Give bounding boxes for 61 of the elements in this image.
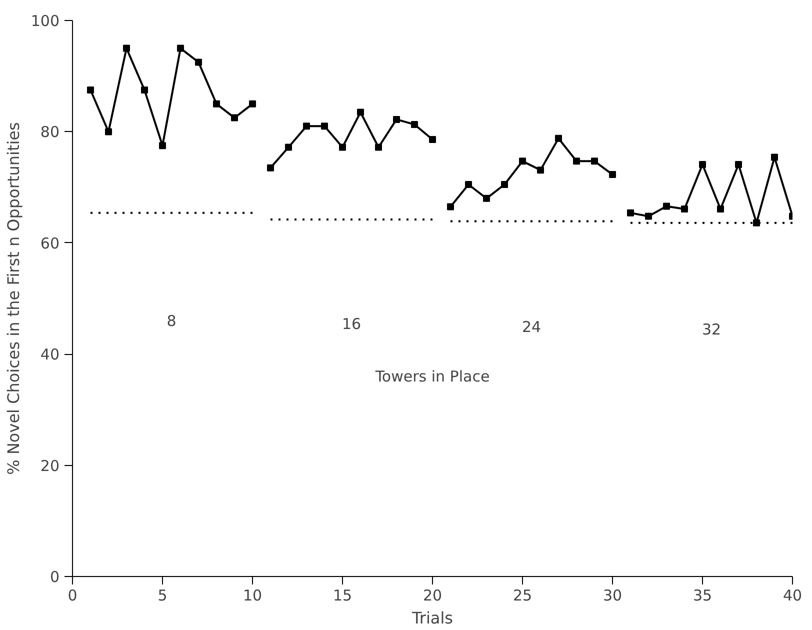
point	[195, 58, 202, 66]
point	[411, 120, 418, 128]
annotation: 24	[522, 318, 542, 336]
y-axis-title: % Novel Choices in the First n Opportunities	[4, 122, 23, 475]
point	[771, 154, 778, 161]
point	[717, 205, 724, 212]
x-tick-label: 30	[602, 586, 622, 604]
point	[339, 144, 346, 151]
point	[537, 166, 544, 174]
y-tick-label: 20	[40, 456, 60, 475]
point	[753, 219, 760, 226]
x-tick-label: 25	[512, 586, 532, 604]
y-tick-label: 80	[40, 123, 60, 142]
x-tick-label: 20	[422, 586, 442, 604]
point	[87, 86, 94, 94]
point	[483, 194, 490, 202]
x-tick-label: 0	[68, 586, 78, 604]
point	[321, 122, 328, 130]
point	[681, 205, 688, 212]
point	[429, 136, 436, 143]
point	[465, 181, 472, 188]
annotation: 8	[166, 312, 176, 330]
point	[393, 116, 400, 123]
y-tick-label: 100	[30, 12, 60, 30]
point	[609, 171, 616, 178]
point	[573, 158, 580, 165]
x-tick-label: 5	[158, 586, 168, 604]
point	[519, 158, 526, 165]
x-tick-label: 15	[332, 586, 352, 604]
point	[645, 212, 652, 220]
point	[627, 209, 634, 216]
point	[159, 142, 166, 150]
point	[213, 100, 220, 108]
point	[231, 114, 238, 122]
annotation: Towers in Place	[374, 367, 490, 386]
point	[735, 161, 742, 168]
point	[105, 128, 112, 136]
point	[267, 164, 274, 172]
point	[447, 203, 454, 210]
point	[501, 181, 508, 188]
x-axis-title: Trials	[410, 608, 454, 628]
y-tick-label: 40	[40, 346, 60, 364]
x-tick-label: 10	[242, 586, 262, 604]
point	[699, 161, 706, 168]
point	[141, 86, 148, 94]
point	[303, 122, 310, 130]
point	[591, 158, 598, 165]
point	[375, 144, 382, 151]
point	[177, 44, 184, 52]
point	[249, 100, 256, 108]
annotation: 16	[342, 315, 362, 334]
annotation: 32	[702, 320, 722, 339]
x-tick-label: 40	[782, 586, 802, 604]
point	[285, 144, 292, 151]
point	[663, 202, 670, 210]
point	[123, 44, 130, 52]
point	[555, 134, 562, 142]
x-tick-label: 35	[692, 586, 712, 604]
y-tick-label: 0	[50, 568, 60, 586]
y-tick-label: 60	[40, 234, 60, 252]
point	[357, 108, 364, 116]
